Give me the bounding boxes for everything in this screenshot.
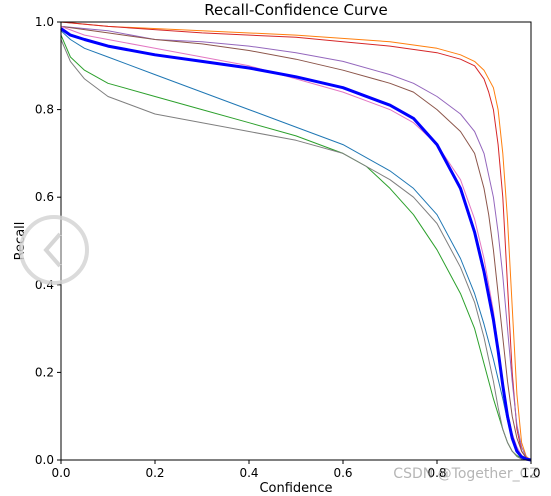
back-arrow-overlay-icon[interactable]	[18, 214, 90, 286]
y-tick-label: 1.0	[35, 15, 54, 29]
x-axis-label: Confidence	[259, 481, 332, 496]
y-tick-label: 0.2	[35, 365, 54, 379]
series-line-8	[60, 27, 532, 462]
chart-title: Recall-Confidence Curve	[204, 1, 388, 19]
x-axis-ticks: 0.0 0.2 0.4 0.6 0.8 1.0	[51, 460, 541, 480]
watermark: CSDN @Together_CZ	[393, 466, 539, 482]
plot-lines	[60, 21, 532, 462]
series-line-7	[60, 39, 531, 461]
x-tick-label: 0.8	[427, 466, 446, 480]
y-tick-label: 0.6	[35, 190, 54, 204]
series-line-5	[60, 25, 532, 461]
x-tick-label: 0.2	[145, 466, 164, 480]
plot-frame	[60, 21, 532, 461]
x-tick-label: 0.4	[239, 466, 258, 480]
x-tick-label: 1.0	[521, 466, 540, 480]
series-line-1	[60, 21, 532, 461]
y-tick-label: 0.8	[35, 103, 54, 117]
y-tick-label: 0.0	[35, 453, 54, 467]
series-line-4	[60, 25, 532, 461]
x-tick-label: 0.6	[333, 466, 352, 480]
x-tick-label: 0.0	[51, 466, 70, 480]
